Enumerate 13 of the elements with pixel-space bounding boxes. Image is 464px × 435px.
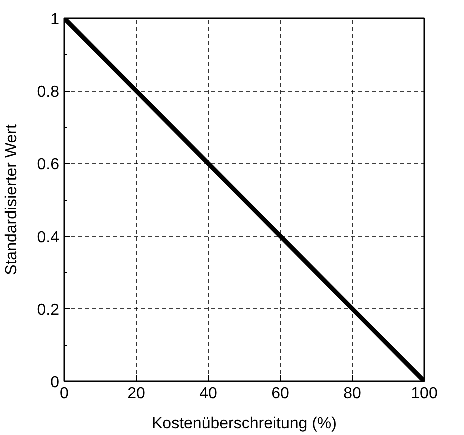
x-tick-label: 80 xyxy=(344,386,362,402)
x-tick-label: 40 xyxy=(200,386,218,402)
x-tick-label: 60 xyxy=(272,386,290,402)
y-tick-label: 1 xyxy=(50,12,60,28)
y-tick-label: 0.2 xyxy=(37,302,60,319)
y-tick-label: 0.4 xyxy=(37,229,60,246)
x-tick-label: 100 xyxy=(411,386,438,402)
y-tick-label: 0.8 xyxy=(37,84,60,102)
x-axis-title: Kostenüberschreitung (%) xyxy=(152,416,337,432)
x-tick-label: 20 xyxy=(128,386,146,402)
y-tick-label: 0 xyxy=(50,374,60,392)
y-axis-title: Standardisierter Wert xyxy=(3,124,20,276)
y-tick-label: 0.6 xyxy=(37,156,60,174)
